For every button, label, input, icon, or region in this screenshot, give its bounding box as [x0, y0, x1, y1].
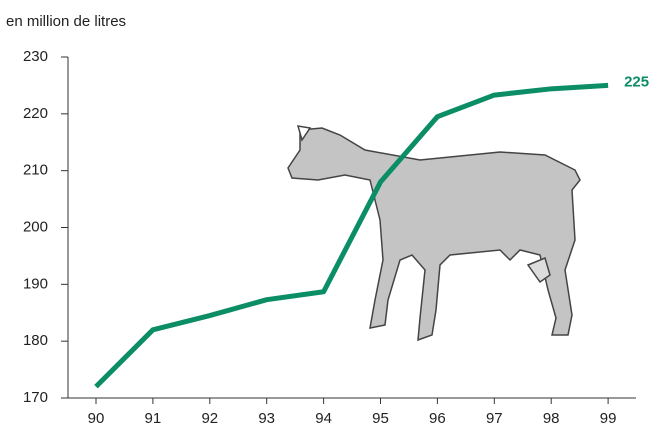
- x-tick-label: 97: [486, 410, 503, 427]
- data-line: [94, 82, 609, 389]
- x-tick-label: 99: [600, 410, 617, 427]
- x-tick-label: 95: [372, 410, 389, 427]
- y-tick-label: 230: [23, 48, 48, 65]
- y-tick-label: 200: [23, 218, 48, 235]
- x-tick-label: 94: [315, 410, 332, 427]
- goat-illustration: [287, 125, 581, 342]
- x-tick-label: 98: [543, 410, 560, 427]
- y-tick-label: 180: [23, 332, 48, 349]
- y-tick-label: 190: [23, 275, 48, 292]
- x-tick-label: 93: [258, 410, 275, 427]
- x-tick-label: 96: [429, 410, 446, 427]
- x-tick-label: 90: [88, 410, 105, 427]
- value-label: 225: [624, 73, 649, 90]
- x-tick-label: 92: [201, 410, 218, 427]
- y-tick-label: 170: [23, 389, 48, 406]
- y-tick-label: 220: [23, 105, 48, 122]
- y-tick-label: 210: [23, 162, 48, 179]
- x-tick-label: 91: [145, 410, 162, 427]
- axis-title: en million de litres: [6, 13, 126, 30]
